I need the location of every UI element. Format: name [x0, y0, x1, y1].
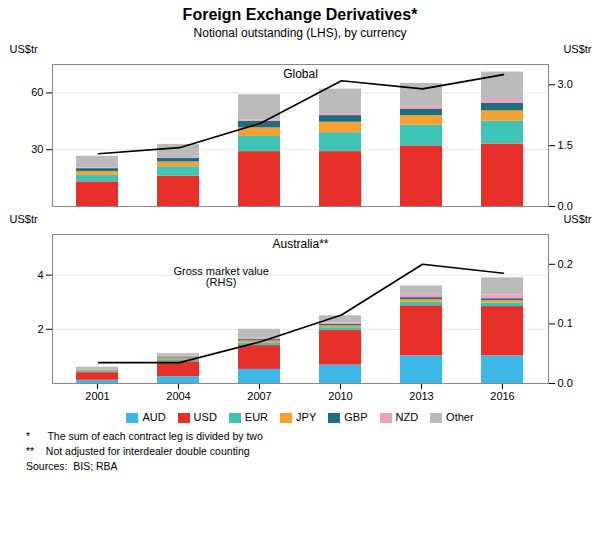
svg-text:4: 4: [37, 269, 43, 281]
html-text:EUR: EUR: [244, 411, 269, 423]
svg-text:3.0: 3.0: [558, 78, 573, 90]
svg-text:Australia**: Australia**: [272, 237, 328, 251]
html-text:Other: Other: [446, 411, 474, 423]
svg-text:Gross market value(RHS): Gross market value(RHS): [173, 265, 268, 288]
svg-text:60: 60: [31, 86, 43, 98]
svg-text:US$tr: US$tr: [563, 43, 591, 55]
html-text:Sources: BIS; RBA: Sources: BIS; RBA: [26, 460, 118, 473]
svg-text:0.0: 0.0: [558, 377, 573, 389]
svg-text:2016: 2016: [490, 390, 514, 402]
html-text:USD: USD: [193, 411, 217, 423]
svg-text:2001: 2001: [85, 390, 109, 402]
svg-text:Global: Global: [283, 67, 318, 81]
svg-text:0.1: 0.1: [558, 317, 573, 329]
html-text:* The sum of each contract leg: * The sum of each contract leg is divide…: [26, 430, 263, 443]
svg-text:0.0: 0.0: [558, 200, 573, 212]
html-text:GBP: GBP: [344, 411, 368, 423]
html-text:JPY: JPY: [296, 411, 317, 423]
html-text:NZD: NZD: [395, 411, 419, 423]
svg-text:2013: 2013: [409, 390, 433, 402]
svg-text:US$tr: US$tr: [10, 43, 38, 55]
svg-text:1.5: 1.5: [558, 139, 573, 151]
html-text:** Not adjusted for interdeale: ** Not adjusted for interdealer double c…: [26, 445, 250, 458]
svg-text:30: 30: [31, 143, 43, 155]
svg-text:0.2: 0.2: [558, 258, 573, 270]
svg-text:US$tr: US$tr: [563, 213, 591, 225]
svg-text:US$tr: US$tr: [10, 213, 38, 225]
html-text:AUD: AUD: [142, 411, 166, 423]
html-text:Foreign Exchange Derivatives*: Foreign Exchange Derivatives*: [182, 6, 418, 23]
svg-text:2: 2: [37, 323, 43, 335]
html-text:Notional outstanding (LHS), by: Notional outstanding (LHS), by currency: [193, 26, 407, 40]
svg-text:2004: 2004: [166, 390, 190, 402]
svg-text:2007: 2007: [247, 390, 271, 402]
svg-text:2010: 2010: [328, 390, 352, 402]
